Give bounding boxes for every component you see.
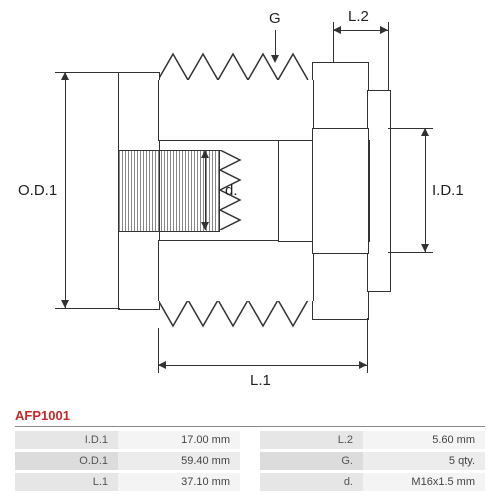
spec-table: I.D.117.00 mm O.D.159.40 mm L.137.10 mm … [15,431,485,494]
label-g: G [269,10,281,27]
grooves-bottom [158,298,313,328]
spec-key: G. [260,452,363,470]
label-l2: L.2 [348,8,369,25]
label-id1: I.D.1 [432,182,464,199]
ext-line [55,308,120,309]
label-d: d. [225,182,238,199]
technical-drawing: O.D.1 I.D.1 d. L.1 L.2 G [0,0,500,400]
ext-line [388,22,389,90]
part-number: AFP1001 [15,408,485,427]
hub-inner [312,128,369,254]
arrow [359,361,367,369]
dim-l1 [158,365,367,366]
label-l1: L.1 [250,372,271,389]
arrow [380,26,388,34]
spec-key: I.D.1 [15,431,118,449]
label-od1: O.D.1 [18,182,57,199]
body-top [158,80,314,141]
dim-od1 [65,72,66,308]
spec-val: 5 qty. [363,452,485,470]
spec-key: d. [260,473,363,491]
arrow [158,361,166,369]
spec-table-area: AFP1001 I.D.117.00 mm O.D.159.40 mm L.13… [15,408,485,494]
spec-key: O.D.1 [15,452,118,470]
body-bottom [158,240,314,301]
spec-col-left: I.D.117.00 mm O.D.159.40 mm L.137.10 mm [15,431,240,494]
dim-id1 [425,128,426,252]
ext-line [367,318,368,373]
arrow [61,72,69,80]
ext-line [388,252,433,253]
arrow [201,222,209,230]
spec-val: M16x1.5 mm [363,473,485,491]
arrow [333,26,341,34]
dim-d [205,150,206,230]
arrow [271,55,279,63]
spec-key: L.1 [15,473,118,491]
spec-col-right: L.25.60 mm G.5 qty. d.M16x1.5 mm [260,431,485,494]
spec-val: 37.10 mm [118,473,240,491]
arrow [201,150,209,158]
grooves-top [158,52,313,82]
arrow [421,128,429,136]
spec-val: 17.00 mm [118,431,240,449]
spec-key: L.2 [260,431,363,449]
spec-val: 5.60 mm [363,431,485,449]
spec-val: 59.40 mm [118,452,240,470]
arrow [61,300,69,308]
arrow [421,244,429,252]
lip-right [367,90,391,292]
